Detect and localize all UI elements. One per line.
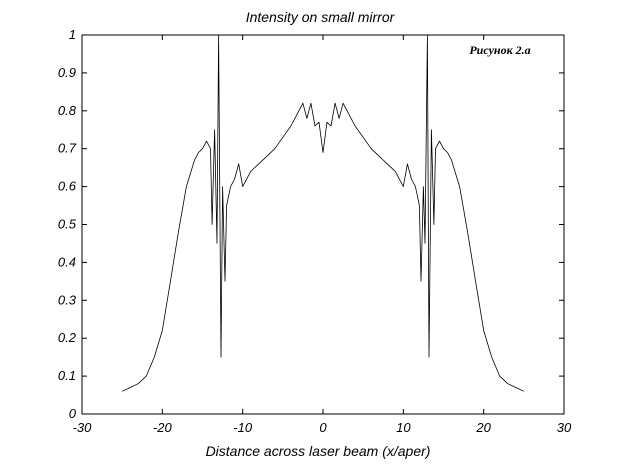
y-tick-label: 1 (69, 27, 76, 42)
x-tick-label: -10 (233, 420, 253, 435)
y-tick-label: 0 (69, 406, 77, 421)
x-tick-label: -20 (153, 420, 173, 435)
x-tick-label: -30 (73, 420, 93, 435)
y-tick-label: 0.4 (58, 254, 76, 269)
axis-tick-labels: -30 -20 -10 0 10 20 30 0 0.1 0.2 0.3 0.4 0.5 0.6 0.7 0.… (58, 27, 572, 435)
x-tick-label: 10 (396, 420, 411, 435)
x-tick-label: 30 (557, 420, 572, 435)
y-tick-label: 0.5 (58, 217, 77, 232)
y-tick-label: 0.8 (58, 103, 77, 118)
figure-annotation: Рисунок 2.а (469, 43, 530, 57)
y-tick-label: 0.2 (58, 330, 77, 345)
y-tick-label: 0.9 (58, 65, 76, 80)
intensity-series-line (122, 34, 524, 392)
y-tick-label: 0.6 (58, 179, 77, 194)
axis-ticks (81, 34, 565, 415)
axes-frame (81, 34, 565, 415)
y-tick-label: 0.3 (58, 292, 77, 307)
series-layer (122, 34, 524, 392)
y-tick-label: 0.7 (58, 141, 77, 156)
x-tick-label: 20 (475, 420, 491, 435)
y-tick-label: 0.1 (58, 368, 76, 383)
chart-title: Intensity on small mirror (246, 9, 396, 25)
x-tick-label: 0 (319, 420, 327, 435)
x-axis-label: Distance across laser beam (x/aper) (206, 443, 431, 459)
plot-area: -30 -20 -10 0 10 20 30 0 0.1 0.2 0.3 0.4 0.5 0.6 0.7 0.… (58, 27, 572, 435)
